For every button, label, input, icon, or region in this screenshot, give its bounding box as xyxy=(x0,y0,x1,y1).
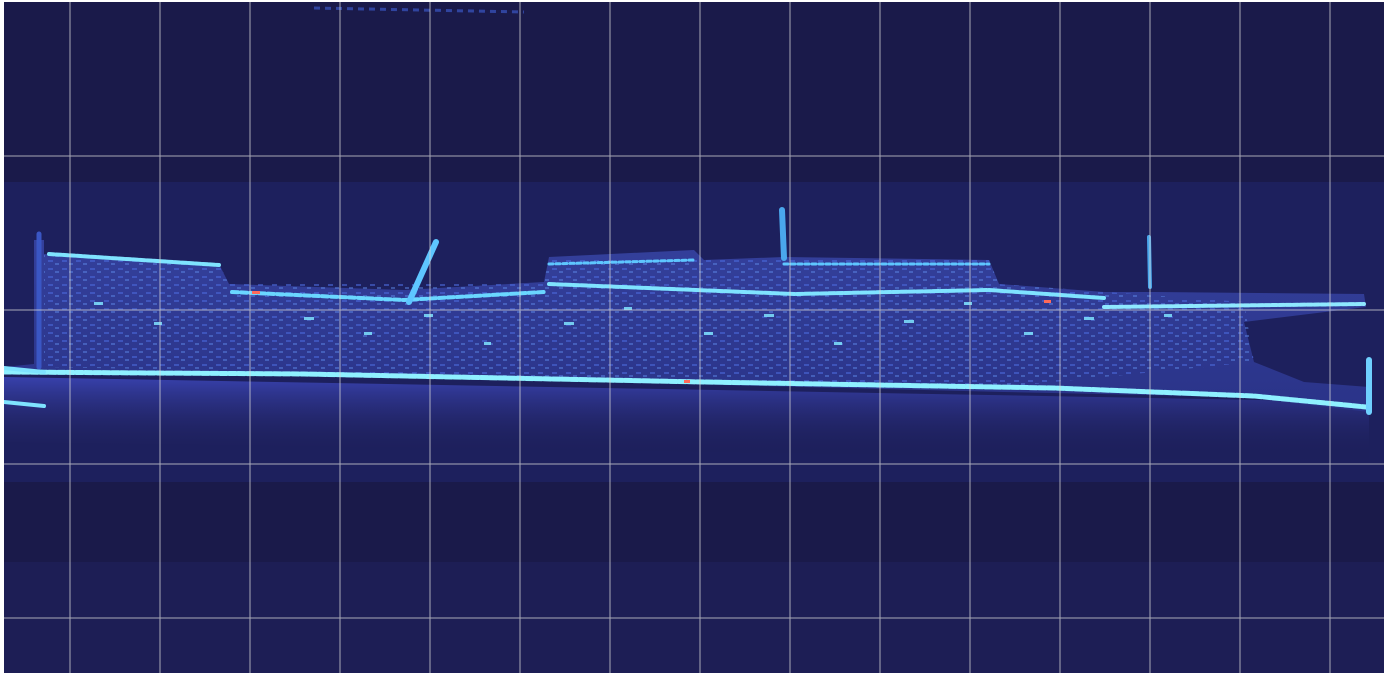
echo-speckles xyxy=(94,302,1172,345)
acoustic-shadow xyxy=(4,377,1369,462)
keel-echo xyxy=(4,369,1369,410)
keel-echo-bow xyxy=(4,366,46,408)
sonar-scan-image xyxy=(4,2,1384,673)
mast-1 xyxy=(406,239,439,305)
echo-returns xyxy=(4,207,1372,415)
deck-echo-upper xyxy=(547,282,1106,300)
hot-spots xyxy=(252,291,1051,383)
mast-2 xyxy=(779,207,787,261)
deck-echo-mid xyxy=(230,290,546,303)
grid-overlay xyxy=(4,2,1384,673)
deck-echo-bow xyxy=(47,252,221,267)
hull-texture xyxy=(44,254,1254,387)
deck-echo-stern xyxy=(1102,302,1366,309)
superstructure-echo xyxy=(547,258,991,266)
